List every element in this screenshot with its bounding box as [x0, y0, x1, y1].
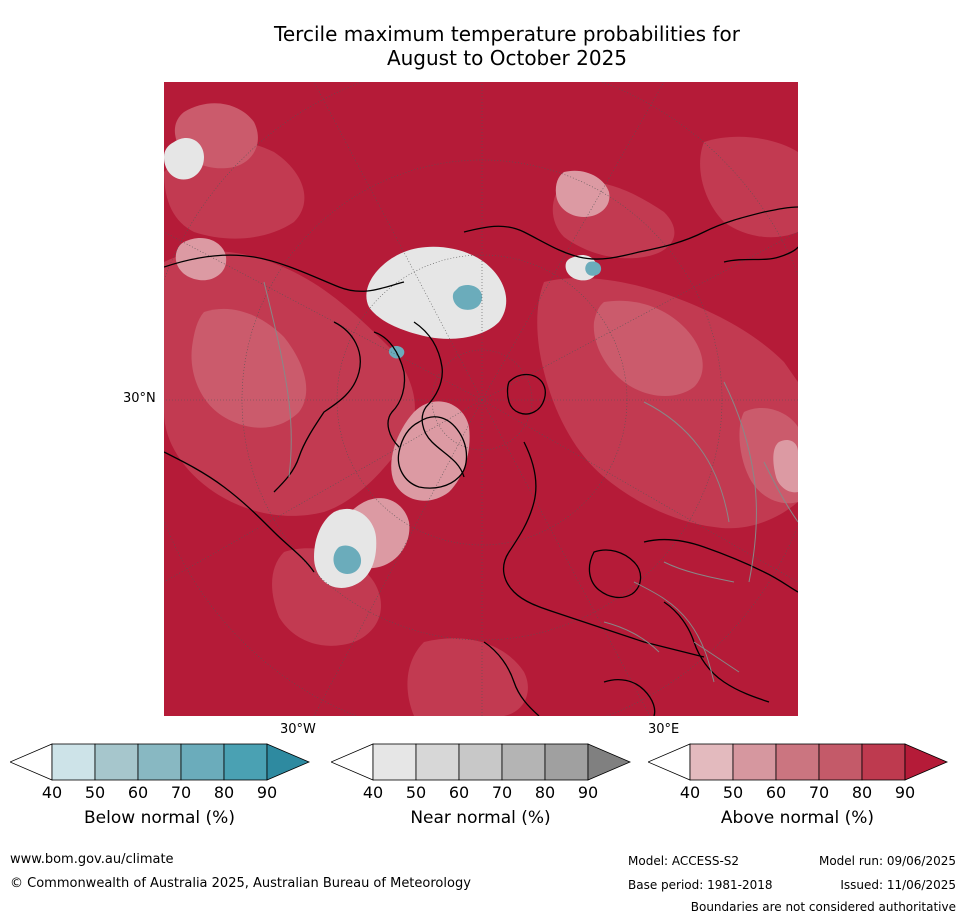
colorbar-tick-label: 70 [170, 783, 192, 802]
footer-website: www.bom.gov.au/climate [10, 852, 174, 867]
colorbar-tick-label: 70 [491, 783, 513, 802]
colorbar-title: Near normal (%) [410, 808, 551, 828]
colorbar-tick-label: 60 [127, 783, 149, 802]
colorbar-segment [732, 743, 777, 781]
colorbar-tick-label: 80 [851, 783, 873, 802]
colorbar-tick-label: 50 [405, 783, 427, 802]
colorbar-extend-low [648, 743, 691, 781]
near-normal-regions [164, 137, 598, 588]
colorbar-segment [775, 743, 820, 781]
colorbar-tick-label: 40 [41, 783, 63, 802]
colorbar-tick-label: 50 [84, 783, 106, 802]
colorbar-segment [415, 743, 460, 781]
colorbar-segment [180, 743, 225, 781]
footer-model: Model: ACCESS-S2 [628, 854, 740, 868]
colorbar-extend-low [331, 743, 374, 781]
footer-base-period: Base period: 1981-2018 [628, 878, 773, 892]
probability-map[interactable] [164, 82, 798, 716]
country-borders [263, 281, 798, 683]
colorbar-extend-high [904, 743, 948, 781]
chart-title: Tercile maximum temperature probabilitie… [164, 22, 850, 70]
colorbar-segment [458, 743, 503, 781]
colorbar-tick-label: 60 [448, 783, 470, 802]
colorbar-extend-low [10, 743, 53, 781]
colorbar-tick-label: 40 [362, 783, 384, 802]
colorbar-graphic [10, 743, 310, 781]
map-canvas [164, 82, 798, 716]
colorbar-extend-high [266, 743, 310, 781]
colorbar-graphic [331, 743, 631, 781]
colorbar-title: Above normal (%) [720, 808, 875, 828]
colorbar-tick-label: 70 [808, 783, 830, 802]
colorbar-1 [10, 742, 310, 852]
colorbar-tick-label: 80 [534, 783, 556, 802]
colorbar-extend-high [587, 743, 631, 781]
colorbar-segment [818, 743, 863, 781]
colorbar-tick-label: 90 [894, 783, 916, 802]
below-normal-regions [333, 261, 602, 574]
colorbar-segment [372, 743, 417, 781]
colorbar-segment [51, 743, 96, 781]
colorbar-segment [689, 743, 734, 781]
colorbar-tick-label: 90 [577, 783, 599, 802]
colorbar-segment [544, 743, 589, 781]
colorbar-2 [331, 742, 631, 852]
title-line-1: Tercile maximum temperature probabilitie… [274, 22, 740, 46]
lat-label-30n: 30°N [123, 391, 156, 406]
footer-disclaimer: Boundaries are not considered authoritat… [690, 900, 956, 914]
colorbar-segment [501, 743, 546, 781]
lon-label-30e: 30°E [648, 722, 680, 737]
colorbar-tick-label: 40 [679, 783, 701, 802]
colorbar-segment [223, 743, 268, 781]
title-line-2: August to October 2025 [386, 46, 628, 70]
colorbar-segment [94, 743, 139, 781]
colorbar-3 [648, 742, 948, 852]
colorbar-graphic [648, 743, 948, 781]
footer-copyright: © Commonwealth of Australia 2025, Austra… [10, 876, 471, 891]
footer-issued: Issued: 11/06/2025 [840, 878, 956, 892]
colorbar-title: Below normal (%) [84, 808, 235, 828]
colorbar-tick-label: 80 [213, 783, 235, 802]
coastlines [164, 206, 798, 716]
colorbar-tick-label: 50 [722, 783, 744, 802]
footer-model-run: Model run: 09/06/2025 [818, 854, 956, 868]
graticule [164, 82, 798, 716]
colorbar-segment [137, 743, 182, 781]
colorbar-tick-label: 90 [256, 783, 278, 802]
lon-label-30w: 30°W [280, 722, 316, 737]
colorbar-segment [861, 743, 906, 781]
colorbar-tick-label: 60 [765, 783, 787, 802]
